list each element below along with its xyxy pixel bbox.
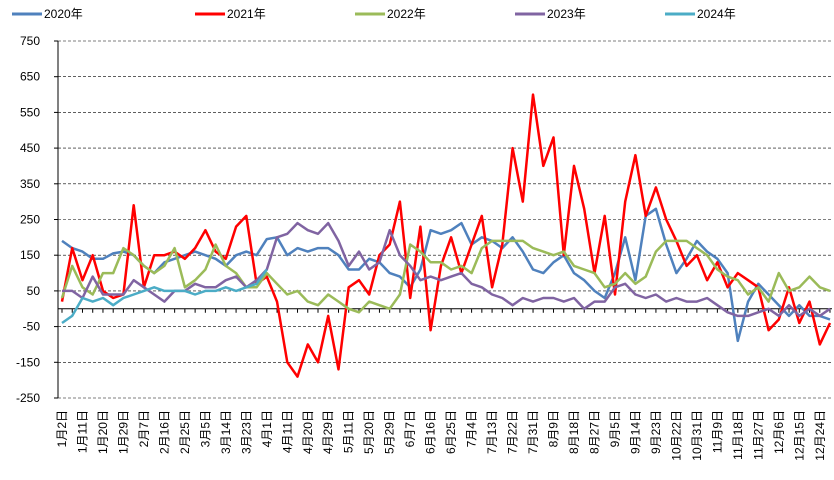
x-tick-label: 2月25日	[178, 410, 192, 454]
x-tick-label: 1月20日	[96, 410, 110, 454]
x-tick-label: 8月27日	[587, 410, 601, 454]
x-tick-label: 4月1日	[260, 410, 274, 447]
series-line	[60, 239, 831, 314]
x-tick-label: 6月16日	[424, 410, 438, 454]
x-tick-label: 12月15日	[792, 410, 806, 461]
legend-label: 2022年	[387, 7, 426, 21]
x-tick-label: 7月13日	[485, 410, 499, 454]
x-tick-label: 2月16日	[157, 410, 171, 454]
x-tick-label: 9月14日	[628, 410, 642, 454]
x-tick-label: 7月4日	[465, 410, 479, 447]
x-tick-label: 2月7日	[137, 410, 151, 447]
x-tick-label: 1月29日	[116, 410, 130, 454]
y-tick-label: 750	[20, 34, 40, 48]
y-tick-label: -50	[23, 320, 41, 334]
x-tick-label: 4月11日	[280, 410, 294, 453]
legend-label: 2024年	[697, 7, 736, 21]
x-tick-label: 6月25日	[444, 410, 458, 454]
y-tick-label: -150	[16, 355, 40, 369]
series-line	[62, 221, 831, 318]
x-tick-label: 8月9日	[547, 410, 561, 447]
x-tick-label: 3月23日	[239, 410, 253, 454]
x-tick-label: 10月31日	[690, 410, 704, 461]
x-tick-label: 7月31日	[526, 410, 540, 454]
x-tick-label: 11月9日	[710, 410, 724, 453]
x-tick-label: 9月23日	[649, 410, 663, 454]
x-tick-label: 6月7日	[403, 410, 417, 447]
x-tick-label: 10月22日	[669, 410, 683, 461]
series-line	[60, 93, 832, 378]
x-tick-label: 4月20日	[301, 410, 315, 454]
x-tick-label: 9月5日	[608, 410, 622, 447]
y-tick-label: 50	[27, 284, 41, 298]
x-tick-label: 3月5日	[198, 410, 212, 447]
x-tick-label: 4月29日	[321, 410, 335, 454]
x-tick-label: 12月6日	[772, 410, 786, 454]
x-tick-label: 8月18日	[567, 410, 581, 454]
x-tick-label: 11月18日	[731, 410, 745, 460]
x-tick-label: 1月11日	[75, 410, 89, 453]
series-line	[61, 207, 831, 343]
x-tick-label: 11月27日	[751, 410, 765, 460]
x-tick-label: 5月20日	[362, 410, 376, 454]
series-line	[61, 268, 268, 325]
x-tick-label: 3月14日	[219, 410, 233, 454]
y-tick-label: 550	[20, 105, 40, 119]
x-tick-label: 5月29日	[383, 410, 397, 454]
y-tick-label: 250	[20, 213, 40, 227]
x-tick-label: 1月2日	[55, 410, 69, 447]
y-tick-label: 150	[20, 248, 40, 262]
y-tick-label: 450	[20, 141, 40, 155]
y-tick-label: -250	[16, 391, 40, 405]
legend-label: 2020年	[44, 7, 83, 21]
legend-label: 2021年	[227, 7, 266, 21]
y-tick-label: 650	[20, 70, 40, 84]
x-tick-label: 5月11日	[342, 410, 356, 453]
y-tick-label: 350	[20, 177, 40, 191]
legend-label: 2023年	[547, 7, 586, 21]
x-tick-label: 12月24日	[813, 410, 827, 461]
x-tick-label: 7月22日	[506, 410, 520, 454]
